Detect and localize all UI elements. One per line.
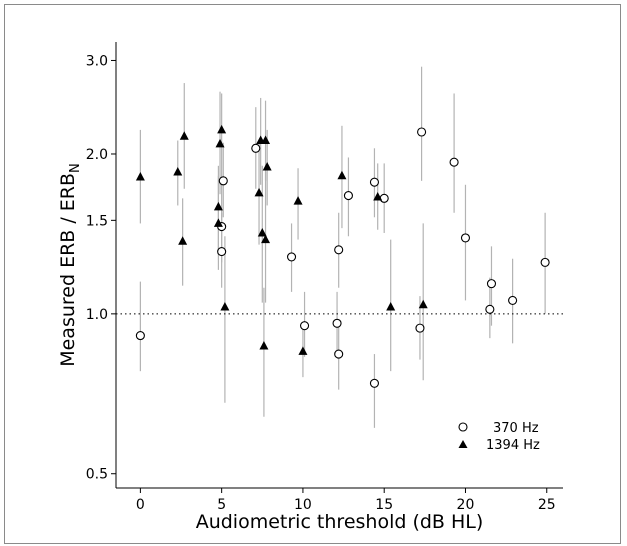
data-point-1394hz [298, 346, 308, 355]
data-point-1394hz [373, 191, 383, 201]
data-point-1394hz [254, 187, 264, 197]
y-tick-label: 1.0 [86, 307, 108, 323]
data-point-1394hz [173, 166, 183, 176]
data-point-370hz [334, 245, 344, 255]
x-tick-label: 5 [217, 497, 226, 513]
y-axis-title: Measured ERB / ERBN [57, 163, 83, 367]
data-point-370hz [449, 157, 459, 167]
data-point-1394hz [418, 299, 428, 309]
data-point-1394hz [261, 135, 271, 145]
x-tick-label: 20 [457, 497, 475, 513]
data-point-370hz [334, 349, 344, 359]
data-point-370hz [343, 191, 353, 201]
data-point-1394hz [386, 302, 396, 311]
x-tick-label: 0 [136, 497, 145, 513]
data-point-370hz [218, 176, 228, 186]
legend-label-370hz: 370 Hz [493, 421, 539, 436]
data-point-370hz [135, 331, 145, 341]
data-point-370hz [417, 127, 427, 137]
x-tick-label: 15 [375, 497, 393, 513]
data-point-1394hz [337, 170, 347, 180]
data-point-1394hz [257, 227, 267, 237]
data-point-1394hz [135, 172, 145, 181]
data-point-1394hz [215, 138, 225, 148]
y-tick-label: 2.0 [86, 147, 108, 163]
data-point-370hz [508, 295, 518, 305]
legend-marker-1394hz [458, 440, 468, 448]
data-point-370hz [300, 321, 310, 331]
legend-marker-370hz [458, 422, 468, 432]
legend-label-1394hz: 1394 Hz [486, 438, 540, 453]
data-markers [135, 124, 550, 388]
data-point-370hz [286, 252, 297, 262]
data-point-370hz [379, 193, 389, 203]
data-point-370hz [460, 233, 471, 243]
data-point-370hz [415, 323, 425, 333]
data-point-370hz [217, 247, 227, 257]
y-tick-label: 3.0 [86, 53, 108, 69]
y-ticks: 0.5 1.0 1.5 2.0 3.0 [86, 53, 116, 483]
data-point-370hz [540, 257, 550, 267]
error-bars [139, 66, 546, 428]
x-tick-label: 10 [294, 497, 312, 513]
data-point-1394hz [213, 201, 223, 211]
data-point-1394hz [261, 234, 271, 244]
y-tick-label: 0.5 [86, 467, 108, 483]
data-point-370hz [486, 279, 497, 289]
y-axis-title-main: Measured ERB / ERB [57, 173, 79, 367]
data-point-1394hz [220, 302, 230, 311]
data-point-1394hz [178, 236, 188, 245]
y-tick-label: 1.5 [86, 213, 108, 229]
data-point-1394hz [213, 218, 223, 227]
data-point-1394hz [217, 124, 227, 134]
y-axis-title-subscript: N [68, 163, 83, 173]
data-point-370hz [332, 318, 342, 328]
x-tick-label: 25 [538, 497, 556, 513]
legend: 370 Hz 1394 Hz [458, 421, 540, 453]
figure-frame [4, 4, 621, 544]
data-point-370hz [369, 378, 379, 388]
data-point-1394hz [259, 340, 269, 350]
data-point-370hz [251, 143, 261, 153]
x-ticks: 0 5 10 15 20 25 [136, 488, 556, 513]
data-point-370hz [369, 177, 379, 187]
axes [115, 42, 563, 489]
data-point-1394hz [262, 162, 272, 171]
data-point-370hz [485, 304, 495, 314]
data-point-1394hz [179, 131, 189, 140]
data-point-1394hz [293, 196, 303, 205]
x-axis-title: Audiometric threshold (dB HL) [196, 511, 484, 533]
